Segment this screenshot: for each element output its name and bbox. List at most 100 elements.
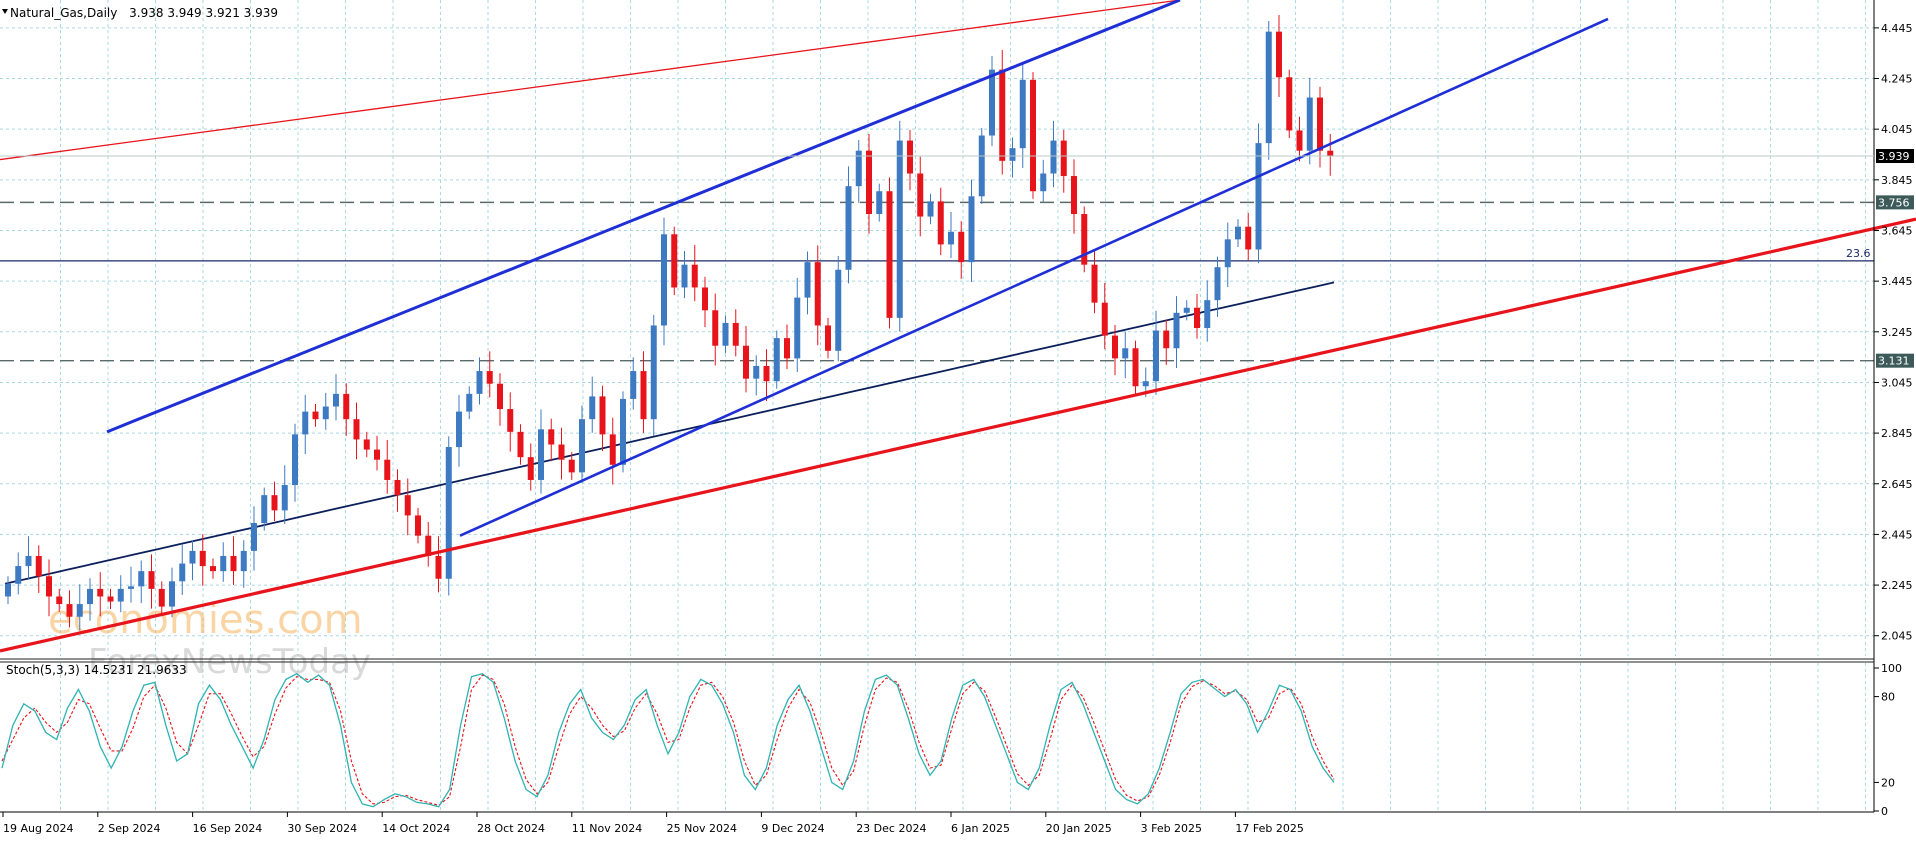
candle-body [1265, 31, 1272, 144]
candle-body [1112, 335, 1118, 359]
candle-body [876, 191, 883, 215]
candle-body [989, 69, 995, 136]
candle-body [1204, 300, 1211, 328]
candle-body [1009, 148, 1016, 161]
candle-body [804, 262, 811, 298]
y-tick-label: 2.245 [1881, 579, 1913, 592]
candle-body [189, 550, 196, 564]
level-label: 3.131 [1878, 355, 1910, 368]
y-tick-label: 4.245 [1881, 73, 1913, 86]
current-price-tag [1876, 149, 1914, 164]
candle-body [1327, 150, 1334, 157]
candle-body [415, 515, 421, 536]
candle-body [456, 411, 462, 448]
candle-body [466, 393, 473, 412]
candle-body [650, 325, 657, 420]
candle-body [1091, 264, 1098, 303]
candle-body [763, 365, 770, 382]
candle-body [1101, 302, 1108, 336]
channel-upper[interactable] [106, 0, 1181, 434]
stochastic-panel [0, 658, 1874, 808]
candle-body [907, 140, 913, 174]
candle-body [712, 310, 719, 346]
candle-body [76, 604, 83, 617]
candle-body [517, 431, 524, 458]
candle-body [374, 449, 380, 460]
candle-body [117, 588, 124, 602]
candle-body [507, 409, 514, 432]
x-tick-label: 3 Feb 2025 [1141, 822, 1202, 835]
candle-body [1276, 31, 1282, 78]
stoch-y-tick-label: 20 [1881, 776, 1895, 789]
y-tick-label: 3.645 [1881, 224, 1913, 237]
candle-body [1306, 97, 1313, 151]
dropdown-arrow-icon[interactable] [2, 9, 8, 14]
candle-body [784, 338, 790, 359]
candle-body [87, 588, 93, 605]
candle-body [927, 201, 934, 217]
candle-body [138, 571, 145, 587]
candle-body [302, 411, 309, 435]
x-tick-label: 16 Sep 2024 [193, 822, 263, 835]
stoch-label: Stoch(5,3,3) 14.5231 21.9633 [6, 663, 187, 677]
stoch-y-tick-label: 100 [1881, 662, 1902, 675]
candle-body [425, 535, 432, 556]
x-tick-label: 20 Jan 2025 [1046, 822, 1112, 835]
candle-body [35, 555, 42, 577]
support-red-thick[interactable] [0, 217, 1916, 653]
candle-body [671, 234, 678, 288]
ma-line [4, 281, 1335, 585]
candle-body [968, 196, 975, 263]
candle-body [702, 287, 708, 311]
y-tick-label: 2.445 [1881, 528, 1913, 541]
candle-body [1132, 348, 1139, 387]
candle-body [240, 550, 247, 572]
candle-body [1317, 97, 1323, 151]
stoch-signal-line [1, 674, 1335, 806]
candle-body [722, 322, 729, 346]
candle-body [281, 485, 288, 511]
candle-body [599, 396, 606, 435]
candle-body [558, 444, 565, 460]
horizontal-levels: 3.756 3.131 23.6 [0, 195, 1914, 368]
x-tick-label: 28 Oct 2024 [477, 822, 545, 835]
trendlines[interactable] [0, 0, 1916, 653]
candle-body [1019, 79, 1026, 149]
x-tick-label: 30 Sep 2024 [287, 822, 357, 835]
candle-body [312, 411, 319, 420]
x-tick-label: 23 Dec 2024 [856, 822, 926, 835]
level-tag [1876, 195, 1914, 210]
y-tick-label: 2.845 [1881, 427, 1913, 440]
channel-lower[interactable] [459, 17, 1609, 537]
candle-body [609, 434, 616, 465]
x-tick-label: 6 Jan 2025 [951, 822, 1010, 835]
candle-body [486, 371, 493, 384]
y-tick-label: 3.845 [1881, 174, 1913, 187]
candle-body [845, 186, 852, 270]
candle-body [753, 365, 760, 379]
candle-body [1224, 239, 1231, 268]
candle-body [999, 69, 1006, 161]
candle-body [1040, 173, 1047, 192]
fib-label: 23.6 [1846, 247, 1871, 260]
candle-body [97, 588, 104, 597]
candle-body [620, 398, 626, 465]
candle-body [5, 583, 11, 597]
chart-header: Natural_Gas,Daily 3.938 3.949 3.921 3.93… [10, 6, 278, 20]
candle-body [640, 371, 647, 420]
candle-body [630, 371, 637, 399]
candle-body [210, 566, 216, 572]
candle-body [1286, 77, 1293, 131]
candle-body [394, 479, 401, 496]
candle-body [292, 434, 298, 486]
candle-body [794, 297, 801, 359]
candle-body [384, 459, 391, 480]
x-tick-label: 17 Feb 2025 [1235, 822, 1303, 835]
candle-body [261, 495, 268, 524]
candle-body [271, 495, 278, 511]
candle-body [866, 150, 872, 215]
candle-body [199, 550, 206, 567]
resistance-red-thin[interactable] [0, 0, 1181, 161]
